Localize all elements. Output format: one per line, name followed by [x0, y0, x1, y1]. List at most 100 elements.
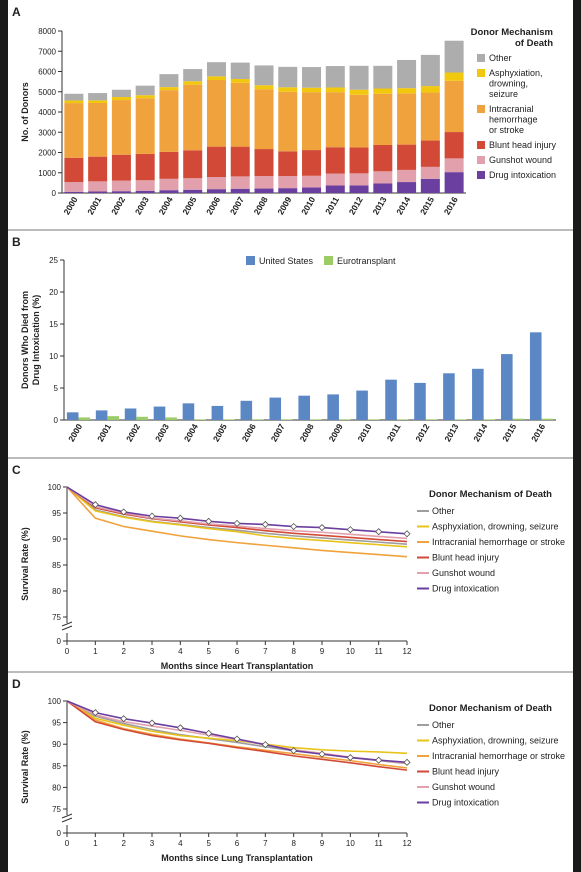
x-tick-label: 2015 — [418, 195, 436, 217]
legend-label-gunshot-wound: Gunshot wound — [432, 782, 495, 792]
marker-drug-intoxication — [91, 709, 99, 717]
bar-eurotransplant — [107, 416, 119, 420]
bar-blunt-head-injury — [206, 146, 226, 178]
bar-other — [88, 93, 108, 101]
y-tick-label: 5 — [54, 384, 59, 393]
x-tick-label: 0 — [65, 647, 70, 656]
bar-eurotransplant — [454, 419, 467, 420]
bar-intracranial-hemorrhage-or-stroke — [302, 92, 322, 151]
y-tick-label: 3000 — [38, 128, 56, 137]
y-tick-label: 0 — [54, 416, 59, 425]
bar-intracranial-hemorrhage-or-stroke — [397, 93, 417, 145]
bar-united-states — [385, 379, 397, 420]
bar-other — [230, 62, 250, 79]
legend-swatch-gunshot-wound — [477, 156, 485, 164]
bar-blunt-head-injury — [111, 154, 131, 181]
bar-asphyxiation-drowning-seizure — [444, 72, 464, 81]
legend-swatch-united-states — [246, 256, 255, 265]
x-tick-label: 6 — [235, 839, 240, 848]
x-tick-label: 2002 — [124, 422, 142, 444]
marker-drug-intoxication — [233, 735, 241, 743]
legend-label-asphyxiation-drowning-seizure: Asphyxiation, drowning, seizure — [432, 736, 559, 746]
bar-intracranial-hemorrhage-or-stroke — [325, 92, 345, 148]
bar-asphyxiation-drowning-seizure — [111, 97, 131, 101]
bar-other — [444, 40, 464, 73]
y-tick-label: 0 — [57, 637, 62, 646]
bar-blunt-head-injury — [254, 149, 274, 176]
bar-blunt-head-injury — [349, 147, 369, 174]
legend-label-blunt-head-injury: Blunt head injury — [489, 140, 557, 150]
bar-eurotransplant — [194, 419, 206, 420]
bar-asphyxiation-drowning-seizure — [88, 100, 108, 103]
x-tick-label: 12 — [403, 839, 412, 848]
legend-swatch-drug-intoxication — [477, 171, 485, 179]
bar-blunt-head-injury — [373, 145, 393, 172]
marker-drug-intoxication — [120, 508, 128, 516]
x-tick-label: 8 — [291, 647, 296, 656]
x-tick-label: 2011 — [385, 422, 403, 443]
bar-drug-intoxication — [254, 188, 274, 193]
x-tick-label: 2007 — [269, 422, 287, 444]
x-tick-label: 2 — [121, 647, 126, 656]
bar-asphyxiation-drowning-seizure — [135, 95, 155, 99]
marker-drug-intoxication — [403, 530, 411, 538]
marker-drug-intoxication — [346, 754, 354, 762]
y-tick-label: 100 — [48, 697, 62, 706]
bar-gunshot-wound — [254, 175, 274, 189]
x-tick-label: 2005 — [180, 195, 198, 217]
bar-intracranial-hemorrhage-or-stroke — [278, 91, 298, 152]
x-tick-label: 2015 — [500, 422, 518, 444]
legend-label-united-states: United States — [259, 256, 314, 266]
bar-blunt-head-injury — [302, 150, 322, 176]
bar-united-states — [356, 390, 368, 420]
x-tick-label: 4 — [178, 647, 183, 656]
chart-b-grouped-bars: 0 5 10 15 20 25 2000 2001 2002 2003 2004 2005 2006 20… — [20, 256, 556, 443]
y-tick-label: 5000 — [38, 88, 56, 97]
bar-asphyxiation-drowning-seizure — [278, 87, 298, 92]
legend-swatch-blunt-head-injury — [477, 141, 485, 149]
x-tick-label: 11 — [375, 647, 384, 656]
marker-drug-intoxication — [176, 514, 184, 522]
bar-united-states — [501, 354, 513, 420]
legend-label-eurotransplant: Eurotransplant — [337, 256, 396, 266]
bar-united-states — [327, 394, 339, 420]
x-tick-label: 0 — [65, 839, 70, 848]
y-axis-title: No. of Donors — [20, 82, 30, 142]
figure-frame: A B C D 0 1000 2000 3000 4000 5000 6000 7000 800… — [8, 0, 573, 872]
y-tick-label: 85 — [52, 561, 61, 570]
marker-drug-intoxication — [403, 758, 411, 766]
bar-gunshot-wound — [420, 166, 440, 179]
bar-gunshot-wound — [88, 181, 108, 192]
y-tick-label: 2000 — [38, 149, 56, 158]
bar-intracranial-hemorrhage-or-stroke — [135, 98, 155, 154]
x-tick-label: 2012 — [347, 195, 365, 217]
legend-title-line: of Death — [515, 38, 553, 49]
x-tick-label: 2013 — [442, 422, 460, 444]
marker-drug-intoxication — [346, 526, 354, 534]
line-intracranial-hemorrhage-or-stroke — [66, 486, 408, 558]
bar-other — [397, 59, 417, 89]
bar-drug-intoxication — [111, 191, 131, 193]
x-tick-label: 6 — [235, 647, 240, 656]
y-tick-label: 90 — [52, 535, 61, 544]
legend-title-line: Donor Mechanism — [471, 27, 553, 38]
x-tick-label: 9 — [320, 647, 325, 656]
y-tick-label: 90 — [52, 740, 61, 749]
y-axis-title: Survival Rate (%) — [20, 730, 30, 804]
bar-drug-intoxication — [349, 185, 369, 193]
bar-drug-intoxication — [325, 185, 345, 193]
bar-intracranial-hemorrhage-or-stroke — [349, 94, 369, 148]
bar-eurotransplant — [252, 419, 264, 420]
bar-blunt-head-injury — [397, 144, 417, 170]
bar-eurotransplant — [281, 419, 293, 420]
bar-drug-intoxication — [302, 187, 322, 193]
bar-blunt-head-injury — [420, 140, 440, 167]
x-tick-label: 2000 — [61, 195, 79, 217]
y-axis-title: Survival Rate (%) — [20, 527, 30, 601]
y-axis-title-line: Drug Intoxication (%) — [31, 295, 41, 386]
bar-drug-intoxication — [183, 189, 203, 193]
bar-drug-intoxication — [64, 191, 84, 193]
legend-label-other: Other — [432, 506, 455, 516]
bar-other — [206, 62, 226, 77]
y-axis-title-line: Donors Who Died from — [20, 291, 30, 389]
